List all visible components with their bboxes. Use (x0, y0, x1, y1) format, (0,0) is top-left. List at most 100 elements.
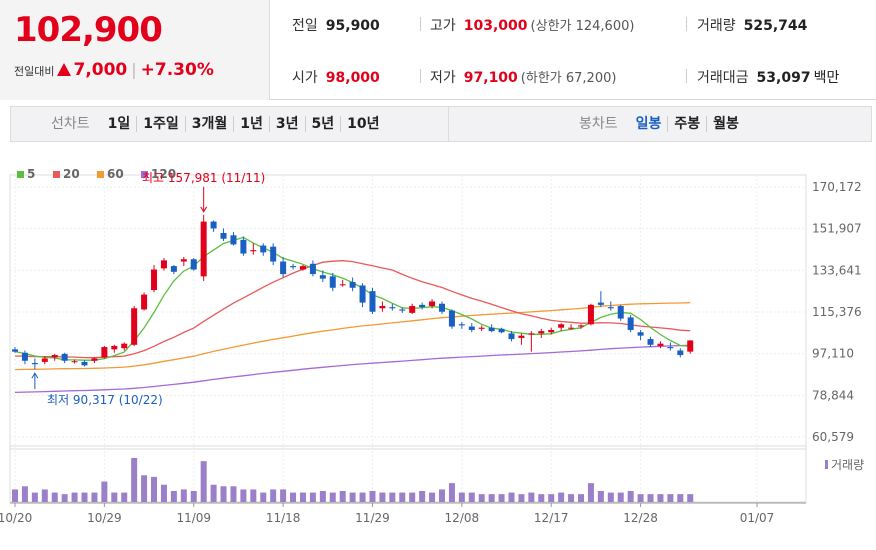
legend-label: 20 (63, 167, 80, 181)
candle-body (468, 326, 475, 330)
volume-bar (528, 492, 535, 502)
volume-bar (81, 492, 88, 502)
volume-bar (617, 492, 624, 502)
legend-swatch (141, 171, 148, 178)
range-3y[interactable]: 3년 (268, 116, 305, 132)
current-price: 102,900 (14, 10, 163, 50)
candle-body (627, 317, 634, 330)
low-annotation: 최저 90,317 (10/22) (47, 393, 163, 407)
volume-bar (141, 475, 148, 502)
line-chart-label: 선차트 (51, 116, 90, 132)
range-3m[interactable]: 3개월 (184, 116, 234, 132)
candle-chart-label: 봉차트 (579, 116, 618, 132)
high-arrow-icon (200, 206, 208, 213)
candle-body (260, 245, 267, 253)
volume-bar (12, 489, 18, 502)
volume-bar (250, 489, 257, 502)
range-1w[interactable]: 1주일 (136, 116, 185, 132)
candle-body (548, 329, 555, 333)
candle-body (111, 345, 118, 350)
volume-bar (220, 486, 227, 502)
candle-body (448, 310, 455, 327)
volume-legend-label: 거래량 (831, 458, 864, 472)
volume-bar (121, 492, 128, 502)
y-tick-label: 115,376 (812, 305, 862, 319)
volume-bar (319, 491, 326, 502)
change-percent: +7.30% (140, 60, 214, 80)
candle-body (488, 327, 495, 332)
candle-body (587, 304, 594, 325)
candle-body (607, 307, 614, 309)
stock-chart: 170,172 151,907 133,641 115,376 97,110 78,844… (0, 167, 864, 525)
volume-bar (518, 494, 525, 502)
candle-body (71, 361, 78, 363)
volume-bar (677, 494, 684, 502)
candle-body (319, 275, 326, 279)
range-1d[interactable]: 1일 (107, 116, 131, 132)
candle-body (121, 343, 128, 349)
candle-body (568, 327, 575, 329)
candle-body (329, 276, 336, 288)
candle-body (240, 239, 247, 254)
candle-body (141, 294, 148, 310)
volume-bar (458, 492, 465, 502)
legend-label: 120 (151, 167, 176, 181)
candle-body (438, 303, 445, 312)
trade-amount: 거래대금 53,097 백만 (697, 70, 840, 86)
candle-body (687, 340, 694, 352)
range-1y[interactable]: 1년 (233, 116, 269, 132)
candle-body (299, 266, 306, 270)
volume-bar (111, 492, 118, 502)
change-label: 전일대비 (14, 65, 55, 78)
volume-bar (290, 492, 297, 502)
volume-bar (587, 483, 594, 502)
candle-body (220, 233, 227, 239)
x-tick-label: 12/28 (623, 511, 658, 525)
candle-body (41, 358, 48, 362)
volume-bar (647, 494, 654, 502)
candle-monthly[interactable]: 월봉 (706, 116, 745, 132)
volume-bar (627, 491, 634, 502)
candle-body (657, 343, 664, 346)
volume-bar (667, 494, 674, 502)
quote-header: 102,900 전일대비 7,000 | +7.30% 전일 95,900 고가 103,… (0, 0, 876, 100)
x-tick-label: 10/29 (87, 511, 122, 525)
candle-body (429, 301, 436, 307)
volume-bar (657, 494, 664, 502)
candle-body (270, 246, 277, 262)
candle-weekly[interactable]: 주봉 (667, 116, 707, 132)
ma120-line (14, 344, 691, 394)
volume-bar (478, 494, 485, 502)
x-tick-label: 10/20 (0, 511, 32, 525)
low-price: 저가 97,100 (하한가 67,200) (430, 70, 617, 86)
volume: 거래량 525,744 (697, 18, 808, 34)
volume-bar (160, 484, 167, 502)
volume-bar (438, 489, 445, 502)
y-tick-label: 151,907 (812, 222, 862, 236)
volume-bar (200, 461, 207, 502)
candle-body (379, 306, 386, 309)
candle-body (578, 325, 585, 327)
candle-daily[interactable]: 일봉 (635, 116, 662, 132)
candle-body (61, 353, 68, 361)
x-tick-label: 12/17 (534, 511, 569, 525)
volume-bar (180, 489, 187, 502)
range-10y[interactable]: 10년 (340, 116, 386, 132)
ma20-line (14, 260, 691, 359)
candle-body (558, 324, 565, 328)
candle-body (180, 259, 187, 262)
candle-body (389, 307, 396, 309)
range-5y[interactable]: 5년 (304, 116, 341, 132)
candle-body (677, 350, 684, 356)
volume-bar (170, 491, 177, 502)
candle-body (309, 263, 316, 275)
volume-frame (9, 445, 807, 503)
candle-body (160, 260, 167, 269)
volume-bar (379, 492, 386, 502)
candle-body (190, 259, 197, 270)
volume-bar (607, 492, 614, 502)
volume-bar (151, 476, 158, 502)
volume-bar (637, 494, 644, 502)
x-tick-label: 11/29 (355, 511, 390, 525)
x-tick-label: 11/09 (176, 511, 211, 525)
